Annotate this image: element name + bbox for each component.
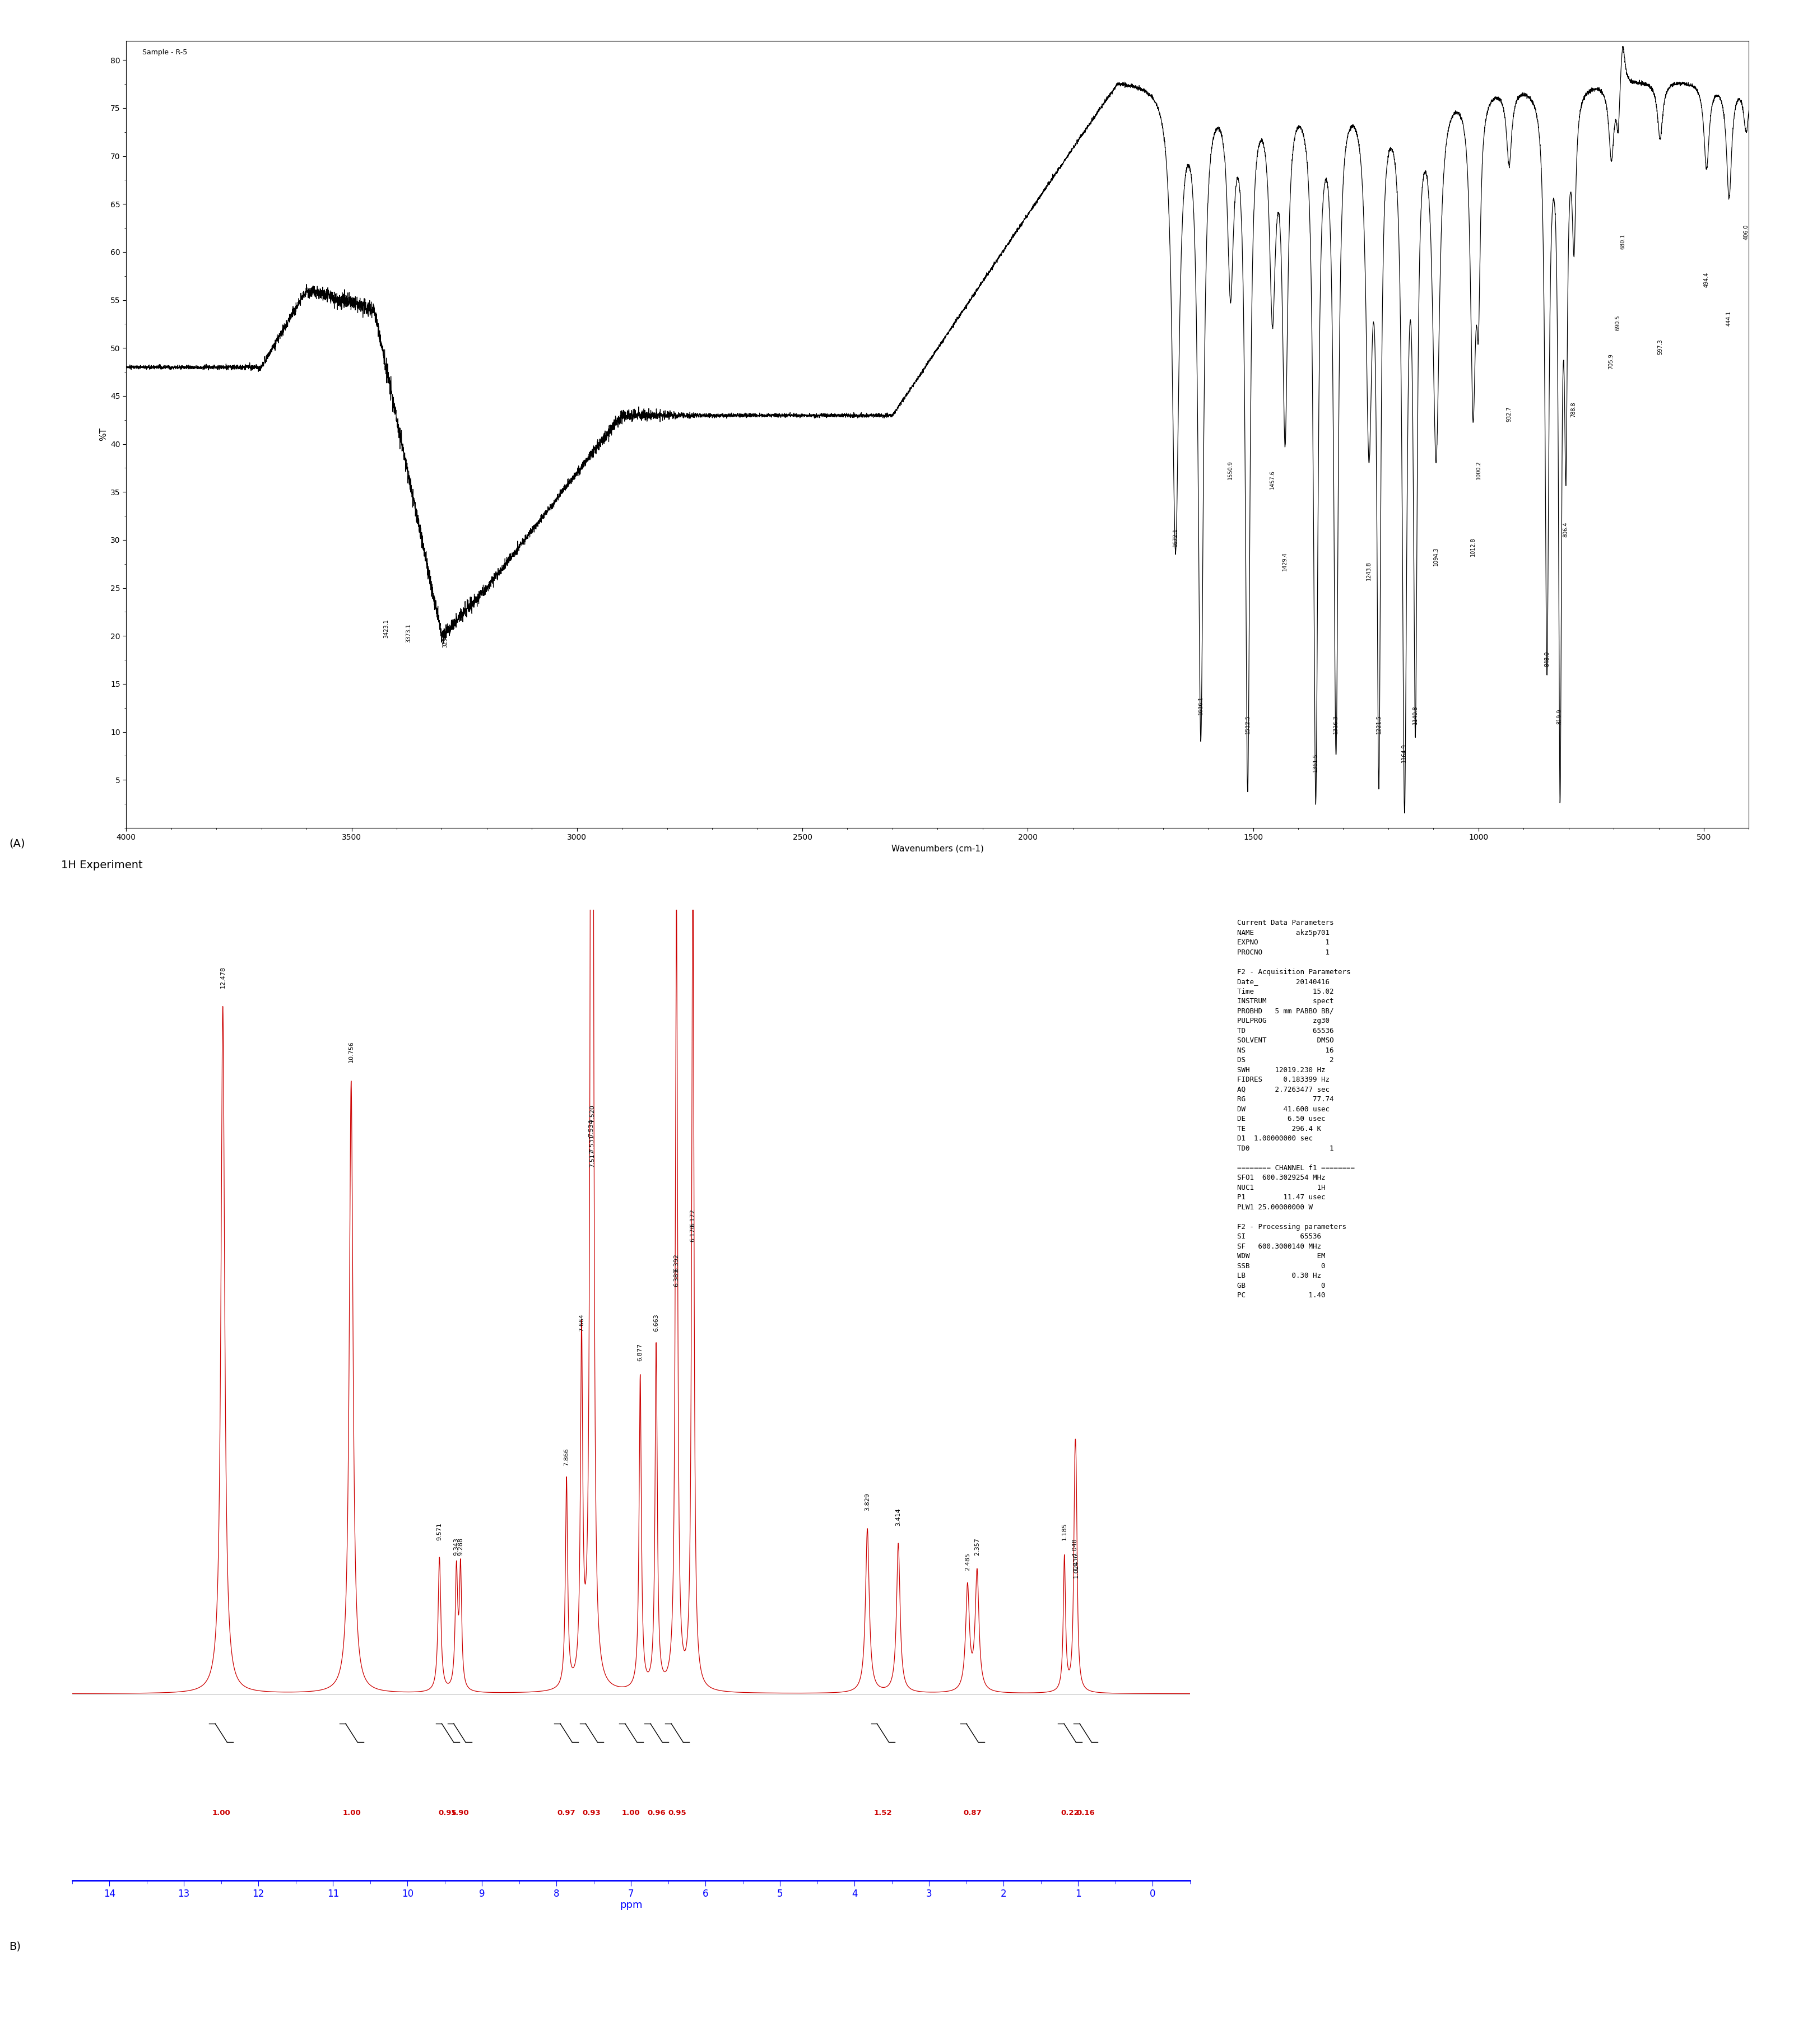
- Text: 3373.1: 3373.1: [406, 623, 411, 642]
- Text: Current Data Parameters
NAME          akz5p701
EXPNO                1
PROCNO    : Current Data Parameters NAME akz5p701 EX…: [1237, 920, 1354, 1300]
- X-axis label: Wavenumbers (cm-1): Wavenumbers (cm-1): [891, 844, 984, 852]
- Text: 494.4: 494.4: [1704, 272, 1709, 288]
- Text: 3.829: 3.829: [865, 1492, 871, 1511]
- Text: 1550.9: 1550.9: [1228, 460, 1233, 480]
- Text: 1164.9: 1164.9: [1401, 744, 1406, 762]
- Text: 1672.1: 1672.1: [1172, 527, 1179, 546]
- Text: 788.8: 788.8: [1570, 401, 1576, 417]
- Text: 1512.5: 1512.5: [1244, 715, 1249, 734]
- Text: 1221.5: 1221.5: [1376, 715, 1381, 734]
- Text: 1012.8: 1012.8: [1469, 538, 1475, 556]
- Text: 0.96: 0.96: [647, 1809, 665, 1817]
- Text: 1457.6: 1457.6: [1269, 470, 1275, 489]
- Text: 680.1: 680.1: [1619, 233, 1626, 249]
- Text: 1.036: 1.036: [1073, 1553, 1078, 1570]
- Text: 1.024: 1.024: [1073, 1560, 1080, 1578]
- Text: 0.97: 0.97: [557, 1809, 575, 1817]
- Text: 6.389: 6.389: [674, 1269, 680, 1288]
- Text: 705.9: 705.9: [1608, 354, 1614, 370]
- Text: 1.185: 1.185: [1062, 1523, 1067, 1541]
- Text: 1H Experiment: 1H Experiment: [61, 861, 142, 871]
- Text: 6.663: 6.663: [653, 1314, 658, 1331]
- Text: 444.1: 444.1: [1725, 311, 1733, 325]
- Text: 2.357: 2.357: [974, 1537, 979, 1555]
- X-axis label: ppm: ppm: [620, 1901, 642, 1911]
- Text: 1243.8: 1243.8: [1365, 562, 1372, 580]
- Text: 1.90: 1.90: [451, 1809, 469, 1817]
- Text: 1316.3: 1316.3: [1332, 715, 1338, 734]
- Text: 3.414: 3.414: [896, 1508, 901, 1525]
- Text: B): B): [9, 1942, 22, 1952]
- Text: 7.517: 7.517: [590, 1149, 595, 1167]
- Text: 7.866: 7.866: [564, 1447, 570, 1466]
- Y-axis label: %T: %T: [99, 427, 108, 442]
- Text: 406.0: 406.0: [1744, 225, 1749, 239]
- Text: 2.485: 2.485: [965, 1553, 970, 1570]
- Text: 1.52: 1.52: [874, 1809, 892, 1817]
- Text: 1.048: 1.048: [1071, 1537, 1078, 1555]
- Text: 7.534: 7.534: [588, 1120, 593, 1136]
- Text: 7.664: 7.664: [579, 1314, 584, 1331]
- Text: 1.00: 1.00: [622, 1809, 640, 1817]
- Text: 12.478: 12.478: [220, 967, 225, 987]
- Text: 0.93: 0.93: [582, 1809, 600, 1817]
- Text: 932.7: 932.7: [1506, 407, 1511, 421]
- Text: 9.571: 9.571: [436, 1523, 442, 1541]
- Text: 7.531: 7.531: [588, 1134, 595, 1153]
- Text: 1.00: 1.00: [213, 1809, 231, 1817]
- Text: 1000.2: 1000.2: [1475, 460, 1482, 480]
- Text: 0.87: 0.87: [963, 1809, 981, 1817]
- Text: 6.877: 6.877: [638, 1343, 644, 1361]
- Text: Sample - R-5: Sample - R-5: [142, 49, 188, 55]
- Text: 9.288: 9.288: [458, 1537, 463, 1555]
- Text: 1094.3: 1094.3: [1433, 548, 1439, 566]
- Text: 3292.1: 3292.1: [442, 628, 449, 648]
- Text: 848.0: 848.0: [1543, 652, 1551, 666]
- Text: 1.00: 1.00: [343, 1809, 361, 1817]
- Text: 806.4: 806.4: [1563, 521, 1569, 538]
- Text: 0.95: 0.95: [669, 1809, 687, 1817]
- Text: 1361.5: 1361.5: [1313, 754, 1318, 773]
- Text: 6.392: 6.392: [674, 1253, 680, 1271]
- Text: 6.170: 6.170: [691, 1224, 696, 1243]
- Text: 1429.4: 1429.4: [1282, 552, 1287, 570]
- Text: 690.5: 690.5: [1615, 315, 1621, 331]
- Text: 819.9: 819.9: [1556, 709, 1563, 724]
- Text: 7.520: 7.520: [590, 1104, 595, 1122]
- Text: 6.172: 6.172: [691, 1210, 696, 1226]
- Text: 0.16: 0.16: [1076, 1809, 1094, 1817]
- Text: 597.3: 597.3: [1657, 339, 1662, 356]
- Text: 10.756: 10.756: [348, 1040, 353, 1063]
- Text: 9.343: 9.343: [454, 1537, 460, 1555]
- Text: (A): (A): [9, 838, 25, 848]
- Text: 1616.1: 1616.1: [1197, 695, 1204, 715]
- Text: 0.22: 0.22: [1060, 1809, 1080, 1817]
- Text: 1140.8: 1140.8: [1412, 705, 1417, 724]
- Text: 0.95: 0.95: [438, 1809, 456, 1817]
- Text: 3423.1: 3423.1: [384, 619, 389, 638]
